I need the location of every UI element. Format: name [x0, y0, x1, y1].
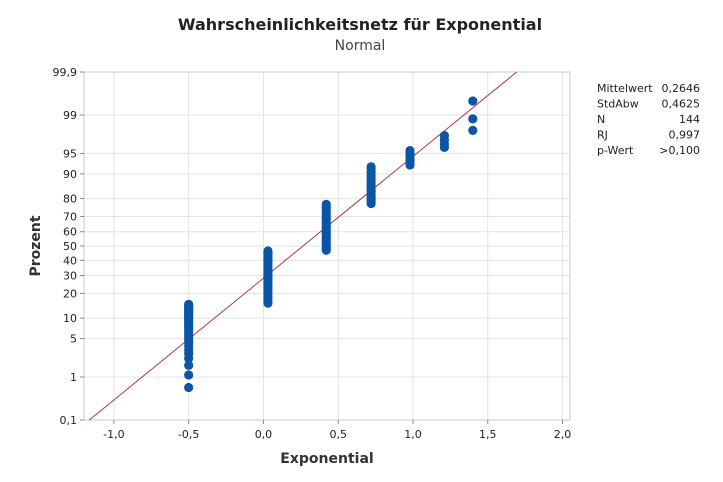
x-axis-label: Exponential	[280, 451, 373, 467]
x-tick-label: 0,5	[329, 428, 347, 441]
stat-value: >0,100	[659, 144, 700, 157]
data-point	[321, 199, 331, 209]
data-point	[184, 299, 194, 309]
chart-subtitle: Normal	[335, 38, 386, 54]
data-points	[184, 96, 478, 393]
x-tick-label: 1,5	[479, 428, 497, 441]
y-axis-label: Prozent	[28, 215, 44, 276]
stat-label: N	[597, 113, 605, 126]
chart-title: Wahrscheinlichkeitsnetz für Exponential	[178, 15, 542, 34]
data-point	[468, 114, 478, 124]
y-tick-label: 50	[63, 240, 77, 253]
fit-line	[88, 71, 518, 421]
y-tick-label: 40	[63, 254, 77, 267]
stat-label: Mittelwert	[597, 82, 653, 95]
x-axis-ticks: -1,0 -0,5 0,0 0,5 1,0 1,5 2,0	[103, 420, 571, 441]
data-point	[405, 145, 415, 156]
data-point	[184, 370, 194, 380]
x-tick-label: 0,0	[255, 428, 273, 441]
y-tick-label: 80	[63, 193, 77, 206]
y-tick-label: 99,9	[53, 66, 78, 79]
y-tick-label: 60	[63, 226, 77, 239]
y-tick-label: 99	[63, 109, 77, 122]
x-tick-label: -0,5	[178, 428, 199, 441]
stat-value: 144	[679, 113, 700, 126]
y-tick-label: 10	[63, 312, 77, 325]
stat-value: 0,997	[669, 129, 701, 142]
data-point	[184, 360, 194, 370]
stat-value: 0,4625	[662, 98, 701, 111]
data-point	[263, 246, 273, 256]
x-tick-label: 2,0	[554, 428, 572, 441]
fit-line-group	[88, 71, 518, 421]
data-point	[439, 131, 449, 141]
data-point	[468, 125, 478, 135]
stat-label: p-Wert	[597, 144, 634, 157]
x-tick-label: -1,0	[103, 428, 124, 441]
y-tick-label: 95	[63, 147, 77, 160]
y-tick-label: 20	[63, 287, 77, 300]
data-point	[468, 96, 478, 106]
y-tick-label: 90	[63, 168, 77, 181]
stat-label: StdAbw	[597, 98, 639, 111]
x-tick-label: 1,0	[404, 428, 422, 441]
y-tick-label: 30	[63, 270, 77, 283]
y-tick-label: 70	[63, 210, 77, 223]
data-point	[184, 382, 194, 393]
y-tick-label: 0,1	[60, 414, 78, 427]
stat-label: RJ	[597, 129, 608, 142]
stats-table: Mittelwert 0,2646 StdAbw 0,4625 N 144 RJ 0,997 p…	[597, 82, 700, 157]
y-tick-label: 5	[70, 333, 77, 346]
y-tick-label: 1	[70, 371, 77, 384]
stat-value: 0,2646	[662, 82, 701, 95]
data-point	[366, 162, 376, 172]
